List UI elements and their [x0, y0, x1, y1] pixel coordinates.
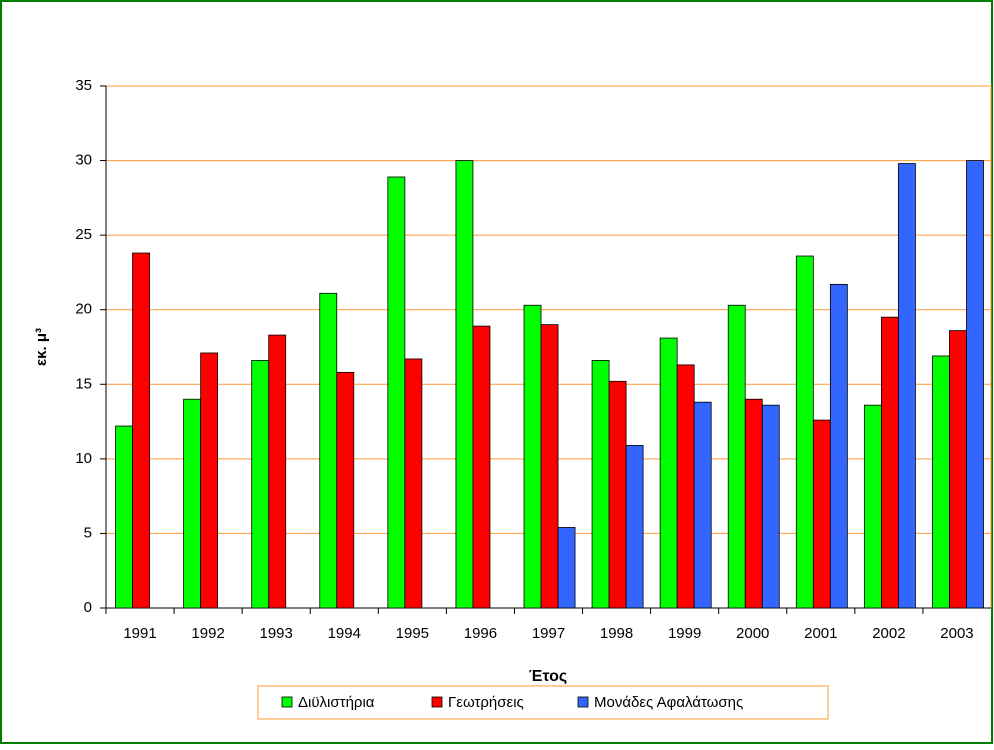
y-tick-label: 10 [75, 450, 92, 467]
bar [608, 380, 627, 609]
bar [761, 404, 780, 609]
bar [523, 304, 542, 609]
bar [744, 398, 763, 609]
legend-label: Γεωτρήσεις [448, 694, 524, 711]
bar [949, 330, 967, 609]
legend-label: Μονάδες Αφαλάτωσης [594, 694, 743, 711]
x-tick-label: 1996 [464, 625, 497, 642]
y-tick-label: 5 [84, 524, 92, 541]
y-tick-label: 30 [75, 152, 92, 169]
bar [863, 404, 882, 609]
bar [319, 292, 338, 609]
bar [183, 398, 202, 609]
x-tick-label: 1999 [668, 625, 701, 642]
bar [557, 527, 576, 609]
bar [676, 364, 695, 609]
bar [898, 163, 916, 609]
legend-swatch [431, 696, 443, 708]
bar [132, 252, 150, 609]
x-tick-label: 2003 [940, 625, 973, 642]
y-tick-label: 20 [75, 301, 92, 318]
bar [268, 334, 287, 609]
bar [455, 160, 474, 609]
legend-swatch [577, 696, 589, 708]
x-tick-label: 1991 [123, 625, 156, 642]
bar [251, 360, 270, 609]
y-tick-label: 0 [84, 599, 92, 616]
bar [625, 445, 644, 609]
bar [472, 325, 491, 609]
bar [336, 371, 355, 609]
x-tick-label: 1994 [328, 625, 361, 642]
bar [540, 324, 559, 609]
bar [727, 304, 746, 609]
y-tick-label: 35 [75, 77, 92, 94]
x-tick-label: 1997 [532, 625, 565, 642]
bar [693, 401, 712, 609]
bar [387, 176, 406, 609]
y-tick-label: 15 [75, 375, 92, 392]
x-axis-label: Έτος [529, 668, 567, 685]
x-tick-label: 1992 [191, 625, 224, 642]
legend-box [257, 685, 829, 720]
legend-label: Διϋλιστήρια [298, 694, 375, 711]
x-tick-label: 1995 [396, 625, 429, 642]
x-tick-label: 2002 [872, 625, 905, 642]
bar [659, 337, 678, 609]
bar [829, 283, 848, 609]
x-tick-label: 1993 [260, 625, 293, 642]
bar [115, 425, 133, 609]
legend-swatch [281, 696, 293, 708]
bar [932, 355, 950, 609]
bar [200, 352, 219, 609]
x-tick-label: 2001 [804, 625, 837, 642]
bar [880, 316, 899, 609]
x-tick-label: 2000 [736, 625, 769, 642]
y-axis-label: εκ. μ³ [33, 328, 50, 366]
y-tick-label: 25 [75, 226, 92, 243]
x-tick-label: 1998 [600, 625, 633, 642]
bar [795, 255, 814, 609]
bar [966, 160, 984, 609]
bar [591, 360, 610, 609]
bar [812, 419, 831, 609]
bar [404, 358, 423, 609]
